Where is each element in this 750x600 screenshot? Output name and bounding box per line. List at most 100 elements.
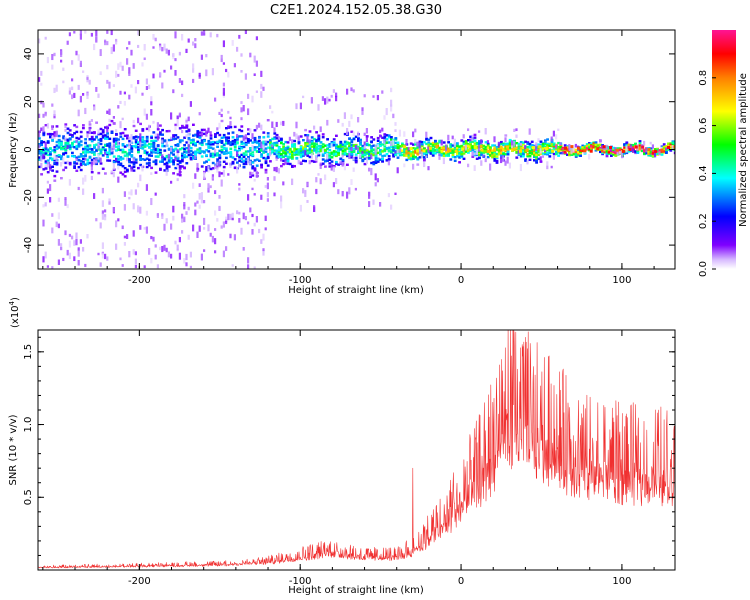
heatmap-cell-216 [66, 204, 69, 209]
heatmap-cell-217 [66, 160, 69, 165]
heatmap-cell-1802 [297, 148, 301, 152]
heatmap-cell-1623 [266, 153, 270, 157]
heatmap-cell-1175 [203, 132, 206, 136]
heatmap-cell-2256 [376, 157, 380, 160]
heatmap-cell-1767 [291, 139, 294, 144]
heatmap-cell-2994 [519, 155, 523, 158]
heatmap-cell-2891 [500, 142, 503, 145]
heatmap-cell-601 [121, 148, 125, 151]
heatmap-cell-602 [121, 143, 125, 146]
heatmap-cell-864 [159, 148, 162, 152]
heatmap-cell-716 [137, 44, 140, 48]
heatmap-cell-2363 [394, 137, 398, 140]
heatmap-cell-184 [62, 135, 65, 138]
heatmap-cell-2205 [368, 143, 371, 147]
heatmap-cell-459 [101, 154, 105, 157]
heatmap-cell-1169 [200, 54, 203, 60]
heatmap-cell-773 [145, 137, 149, 140]
heatmap-cell-2090 [348, 137, 351, 140]
heatmap-cell-1046 [183, 194, 186, 199]
heatmap-cell-2141 [357, 139, 360, 142]
heatmap-cell-1087 [189, 149, 193, 153]
heatmap-cell-70 [46, 159, 50, 162]
heatmap-cell-165 [60, 157, 63, 161]
heatmap-cell-363 [88, 156, 92, 159]
heatmap-cell-1375 [229, 162, 232, 168]
heatmap-cell-1757 [291, 157, 294, 160]
heatmap-cell-1669 [273, 167, 276, 172]
heatmap-cell-1229 [209, 232, 212, 237]
heatmap-cell-604 [121, 131, 125, 135]
heatmap-cell-356 [86, 92, 89, 99]
heatmap-cell-2821 [484, 150, 488, 154]
heatmap-cell-1278 [216, 167, 219, 173]
heatmap-cell-1996 [330, 94, 333, 98]
heatmap-cell-3490 [618, 151, 621, 154]
heatmap-cell-1537 [253, 148, 257, 151]
heatmap-cell-1555 [255, 90, 258, 93]
heatmap-cell-1039 [183, 166, 186, 170]
heatmap-cell-2105 [350, 153, 354, 156]
heatmap-cell-1330 [222, 62, 225, 65]
heatmap-cell-1894 [313, 205, 316, 213]
heatmap-cell-1484 [247, 128, 250, 131]
heatmap-cell-816 [152, 131, 156, 134]
heatmap-cell-1805 [297, 136, 300, 142]
heatmap-cell-47 [42, 204, 45, 208]
heatmap-cell-355 [86, 234, 89, 239]
heatmap-cell-278 [75, 157, 78, 162]
heatmap-cell-3004 [522, 143, 525, 146]
heatmap-cell-2963 [513, 139, 516, 143]
heatmap-cell-833 [154, 159, 158, 162]
heatmap-cell-614 [123, 167, 127, 170]
heatmap-cell-2276 [379, 144, 382, 147]
heatmap-cell-837 [154, 136, 158, 139]
heatmap-cell-1571 [258, 228, 261, 234]
heatmap-cell-992 [176, 165, 179, 168]
heatmap-cell-2806 [482, 147, 486, 151]
heatmap-cell-962 [172, 215, 175, 221]
snr-frame [37, 329, 676, 571]
heatmap-cell-183 [62, 137, 65, 140]
heatmap-cell-1407 [236, 161, 239, 164]
heatmap-cell-3110 [541, 142, 545, 146]
heatmap-cell-2277 [379, 202, 382, 207]
heatmap-cell-2871 [495, 159, 499, 163]
heatmap-cell-2059 [341, 162, 344, 167]
heatmap-cell-44 [42, 219, 45, 227]
heatmap-cell-1149 [198, 150, 202, 153]
heatmap-cell-27 [40, 100, 43, 105]
heatmap-cell-234 [68, 252, 71, 260]
heatmap-cell-2308 [385, 138, 389, 141]
heatmap-cell-2452 [412, 155, 415, 158]
heatmap-cell-1256 [214, 97, 217, 102]
heatmap-cell-1938 [321, 152, 325, 156]
heatmap-cell-2266 [376, 95, 379, 101]
heatmap-cell-2540 [427, 146, 430, 153]
heatmap-cell-59 [44, 164, 47, 168]
heatmap-cell-3570 [636, 149, 640, 152]
heatmap-cell-2396 [401, 142, 404, 145]
heatmap-cell-1172 [200, 192, 203, 198]
heatmap-cell-461 [101, 187, 104, 194]
heatmap-cell-2023 [337, 152, 340, 155]
heatmap-cell-379 [90, 150, 94, 154]
heatmap-cell-430 [97, 129, 100, 135]
heatmap-cell-863 [159, 131, 162, 134]
heatmap-cell-416 [95, 35, 98, 43]
heatmap-cell-3143 [548, 144, 552, 148]
heatmap-cell-984 [176, 144, 180, 147]
heatmap-cell-1374 [229, 213, 232, 221]
heatmap-cell-1108 [192, 63, 195, 70]
heatmap-cell-2944 [508, 162, 511, 169]
heatmap-cell-855 [156, 213, 159, 218]
heatmap-cell-1075 [187, 133, 190, 137]
heatmap-cell-2020 [335, 92, 338, 98]
heatmap-cell-2423 [405, 149, 409, 153]
heatmap-cell-1586 [260, 239, 263, 244]
heatmap-cell-651 [128, 196, 131, 200]
heatmap-cell-2846 [489, 163, 492, 171]
heatmap-peak-3777 [531, 146, 535, 150]
heatmap-cell-304 [79, 163, 83, 167]
heatmap-cell-1902 [315, 131, 318, 134]
